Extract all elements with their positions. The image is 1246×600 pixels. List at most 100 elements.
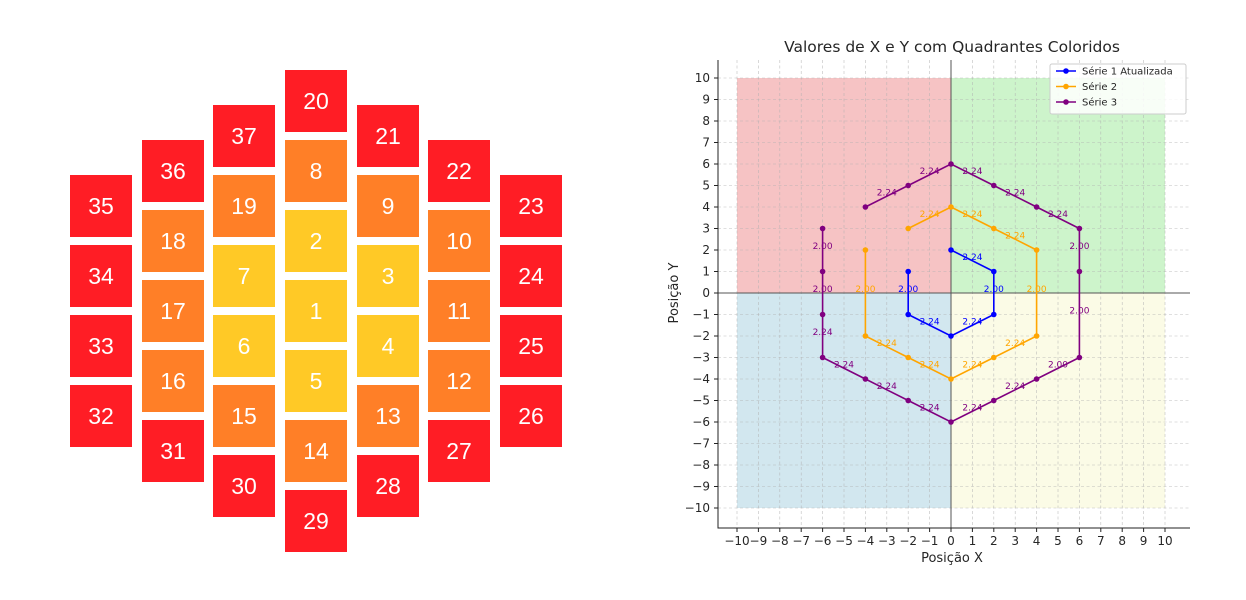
segment-label: 2.24 xyxy=(1005,339,1025,349)
quadrant-3 xyxy=(737,293,951,508)
data-point xyxy=(1076,354,1083,361)
quadrant-2 xyxy=(737,78,951,293)
x-tick-label: 7 xyxy=(1097,534,1105,548)
series-line xyxy=(864,206,1038,380)
segment-label: 2.00 xyxy=(855,285,875,295)
x-tick-label: −7 xyxy=(792,534,810,548)
x-tick-label: 6 xyxy=(1076,534,1084,548)
quadrant-4 xyxy=(951,293,1165,508)
data-point xyxy=(948,161,954,167)
y-tick-label: −5 xyxy=(692,394,710,408)
hex-cell: 33 xyxy=(70,315,132,377)
hex-cell: 14 xyxy=(285,420,347,482)
series-line xyxy=(907,249,995,337)
segment-label: 2.00 xyxy=(1027,285,1047,295)
data-point xyxy=(862,247,869,253)
data-point xyxy=(991,182,997,189)
data-point xyxy=(1076,268,1083,275)
segment-label: 2.00 xyxy=(1069,242,1089,252)
y-tick-label: −7 xyxy=(692,437,710,451)
y-tick-label: 6 xyxy=(702,157,710,171)
y-tick-label: −1 xyxy=(692,308,710,322)
segment-label: 2.24 xyxy=(962,403,982,413)
segment-label: 2.24 xyxy=(920,360,940,370)
y-tick-label: 3 xyxy=(702,222,710,236)
segment-label: 2.24 xyxy=(813,328,833,338)
segment-label: 2.24 xyxy=(962,210,982,220)
segment-label: 2.00 xyxy=(813,242,833,252)
hex-cell: 18 xyxy=(142,210,204,272)
hex-cell: 2 xyxy=(285,210,347,272)
segment-label: 2.24 xyxy=(1005,231,1025,241)
hex-cell: 37 xyxy=(213,105,275,167)
hex-cell: 17 xyxy=(142,280,204,342)
data-point xyxy=(819,354,826,361)
data-point xyxy=(905,311,911,318)
data-point xyxy=(1076,225,1083,232)
data-point xyxy=(991,225,997,232)
data-point xyxy=(905,354,911,361)
segment-label: 2.24 xyxy=(920,317,940,327)
data-point xyxy=(1033,204,1040,210)
hex-cell: 9 xyxy=(357,175,419,237)
hex-cell: 22 xyxy=(428,140,490,202)
hex-cell: 27 xyxy=(428,420,490,482)
segment-label: 2.24 xyxy=(1005,382,1025,392)
hex-cell: 36 xyxy=(142,140,204,202)
y-tick-label: 7 xyxy=(702,136,710,150)
hex-cell: 29 xyxy=(285,490,347,552)
hex-cell: 26 xyxy=(500,385,562,447)
legend-marker xyxy=(1063,68,1069,74)
data-point xyxy=(1033,376,1040,382)
y-tick-label: 4 xyxy=(702,200,710,214)
data-point xyxy=(819,268,826,275)
hex-cell: 5 xyxy=(285,350,347,412)
data-point xyxy=(948,247,954,253)
x-tick-label: 10 xyxy=(1157,534,1172,548)
hex-grid: 20 8 2 1 5 14 29 37 19 7 6 15 30 21 9 3 4 13 28 36 18 17 16 31 2… xyxy=(70,70,562,552)
hex-cell: 32 xyxy=(70,385,132,447)
segment-label: 2.24 xyxy=(834,360,854,370)
hex-cell: 1 xyxy=(285,280,347,342)
hex-cell: 16 xyxy=(142,350,204,412)
data-point xyxy=(905,397,911,404)
hex-cell: 25 xyxy=(500,315,562,377)
data-point xyxy=(991,268,997,275)
hex-cell: 19 xyxy=(213,175,275,237)
data-point xyxy=(819,225,826,232)
segment-label: 2.24 xyxy=(877,188,897,198)
hex-cell: 34 xyxy=(70,245,132,307)
data-point xyxy=(948,204,954,210)
segment-label: 2.24 xyxy=(920,167,940,177)
hex-cell: 11 xyxy=(428,280,490,342)
line-chart: −10 −9 −8 −7 −6 −5 −4 −3 −2 −1 0 1 2 3 4 5 6 7 8 9 10−10−9−8… xyxy=(640,0,1190,566)
hex-cell: 28 xyxy=(357,455,419,517)
hex-cell: 10 xyxy=(428,210,490,272)
y-tick-label: 8 xyxy=(702,114,710,128)
hex-cell: 30 xyxy=(213,455,275,517)
y-tick-label: −9 xyxy=(692,480,710,494)
x-tick-label: 8 xyxy=(1118,534,1126,548)
x-tick-label: 2 xyxy=(990,534,998,548)
series-2: 2.24 2.24 2.24 2.00 2.24 2.24 2.24 2.24 2.00 xyxy=(855,204,1047,382)
y-axis-label: Posição Y xyxy=(667,263,682,324)
hex-cell: 3 xyxy=(357,245,419,307)
hex-cell: 20 xyxy=(285,70,347,132)
data-point xyxy=(948,419,954,425)
hex-cell: 4 xyxy=(357,315,419,377)
y-tick-label: −8 xyxy=(692,458,710,472)
x-tick-label: −10 xyxy=(724,534,749,548)
segment-label: 2.24 xyxy=(1005,188,1025,198)
x-axis-label: Posição X xyxy=(921,551,983,566)
data-point xyxy=(862,204,869,210)
x-tick-label: 4 xyxy=(1033,534,1041,548)
segment-label: 2.00 xyxy=(984,285,1004,295)
hex-cell: 24 xyxy=(500,245,562,307)
y-tick-label: 5 xyxy=(702,179,710,193)
data-point xyxy=(905,225,911,232)
segment-label: 2.24 xyxy=(877,382,897,392)
segment-label: 2.00 xyxy=(640,0,650,3)
legend-marker xyxy=(1063,83,1069,90)
segment-label: 2.00 xyxy=(898,285,918,295)
data-point xyxy=(1033,247,1040,253)
